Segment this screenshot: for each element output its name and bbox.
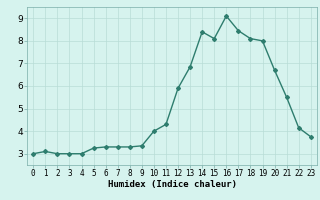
X-axis label: Humidex (Indice chaleur): Humidex (Indice chaleur): [108, 180, 236, 189]
